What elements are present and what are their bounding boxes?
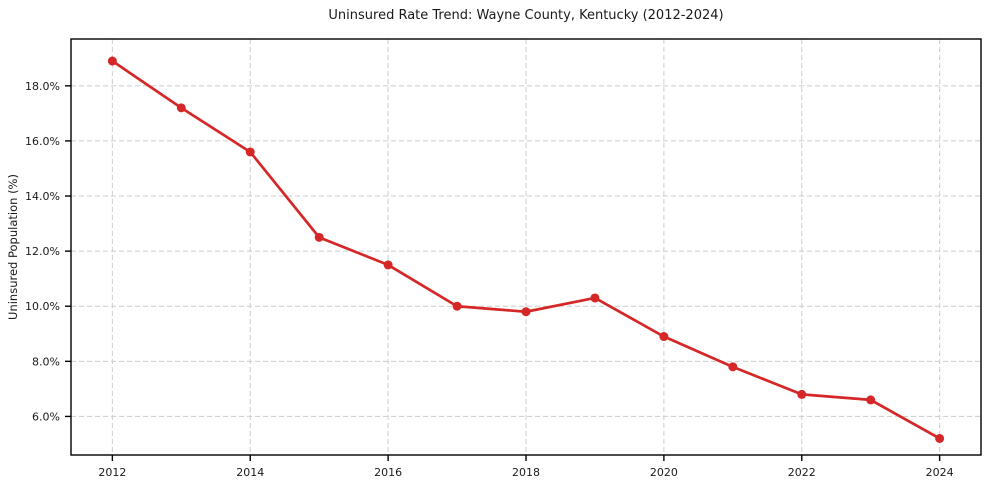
y-tick-label: 12.0% bbox=[25, 245, 60, 258]
x-tick-label: 2022 bbox=[788, 466, 816, 479]
data-point-2019 bbox=[590, 293, 600, 303]
y-tick-label: 18.0% bbox=[25, 80, 60, 93]
data-point-2014 bbox=[245, 147, 255, 157]
data-point-2012 bbox=[107, 56, 117, 66]
x-tick-label: 2018 bbox=[512, 466, 540, 479]
x-tick-label: 2012 bbox=[98, 466, 126, 479]
x-tick-label: 2016 bbox=[374, 466, 402, 479]
x-tick-label: 2014 bbox=[236, 466, 264, 479]
data-point-2021 bbox=[728, 362, 738, 372]
y-tick-label: 10.0% bbox=[25, 300, 60, 313]
x-tick-label: 2024 bbox=[926, 466, 954, 479]
data-point-2020 bbox=[659, 332, 669, 342]
data-point-2018 bbox=[521, 307, 531, 317]
data-point-2022 bbox=[797, 389, 807, 399]
chart-title: Uninsured Rate Trend: Wayne County, Kent… bbox=[328, 8, 724, 23]
y-tick-label: 8.0% bbox=[32, 355, 60, 368]
data-point-2024 bbox=[935, 433, 945, 443]
y-tick-label: 6.0% bbox=[32, 410, 60, 423]
data-point-2023 bbox=[866, 395, 876, 405]
data-point-2016 bbox=[383, 260, 393, 270]
y-tick-label: 14.0% bbox=[25, 190, 60, 203]
x-tick-label: 2020 bbox=[650, 466, 678, 479]
data-point-2015 bbox=[314, 232, 324, 242]
data-point-2017 bbox=[452, 301, 462, 311]
data-point-2013 bbox=[176, 103, 186, 113]
y-tick-label: 16.0% bbox=[25, 135, 60, 148]
